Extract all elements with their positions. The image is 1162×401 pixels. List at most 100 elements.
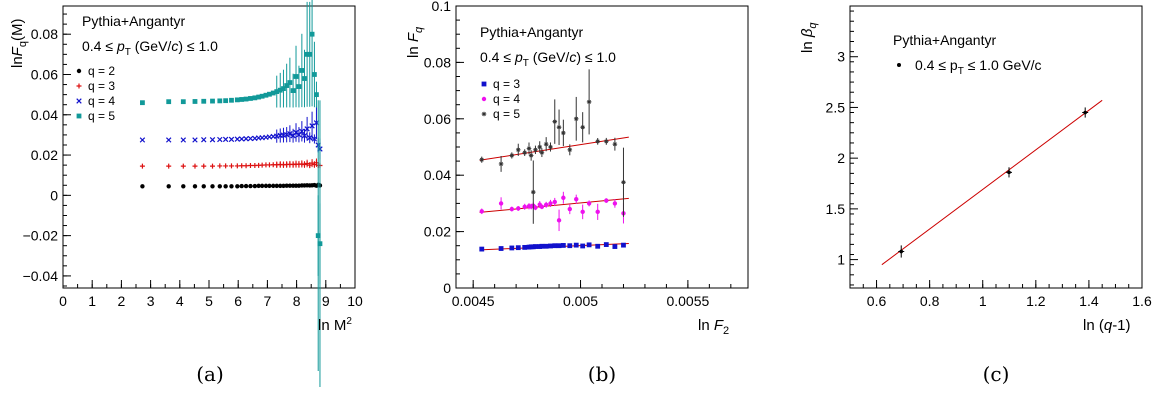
- panel-c-legend-label: 0.4 ≤ pT ≤ 1.0 GeV/c: [915, 57, 1042, 77]
- data-point: [252, 183, 258, 189]
- data-point: [522, 244, 528, 250]
- data-point: [543, 202, 549, 208]
- data-point: [595, 139, 601, 144]
- data-point: [180, 137, 187, 143]
- data-point: [539, 243, 545, 249]
- data-point: [317, 241, 323, 247]
- data-point: [210, 184, 215, 189]
- data-point: [217, 163, 223, 169]
- data-point: [222, 136, 229, 143]
- x-tick-label: 7: [264, 293, 272, 309]
- panel-b: 0.0045 0.005 0.0055 0 0.02 0.04 0.06 0.08 0.1 Py…: [405, 0, 749, 337]
- y-tick-label: 1: [837, 252, 845, 268]
- data-point: [603, 139, 609, 144]
- data-point: [270, 90, 276, 96]
- data-point: [533, 244, 538, 249]
- data-point: [1007, 170, 1011, 175]
- panel-c-x-axis-title: ln (q-1): [1083, 317, 1131, 334]
- data-point: [556, 218, 562, 223]
- data-point: [479, 209, 484, 214]
- data-point: [307, 135, 313, 141]
- legend-label: q = 5: [493, 107, 520, 121]
- data-point: [166, 163, 172, 169]
- panel-a-axes: 0 1 2 3 4 5 6 7 8 9 10 −0.04 −0.02 0 0.02 0.04 0.06 0.08: [23, 13, 363, 309]
- legend-label: q = 4: [88, 94, 115, 108]
- y-tick-label: 0.06: [31, 66, 58, 82]
- y-tick-label: 0.08: [31, 26, 58, 42]
- legend-label: q = 5: [88, 109, 115, 123]
- data-point: [509, 153, 515, 158]
- data-point: [209, 137, 216, 143]
- data-point: [533, 147, 538, 153]
- panel-a-annotation-title: Pythia+Angantyr: [82, 13, 185, 29]
- legend-marker: [76, 68, 82, 74]
- data-point: [201, 98, 207, 104]
- x-tick-label: 1.2: [1026, 293, 1046, 309]
- data-point: [243, 136, 249, 142]
- panel-b-markers: [479, 69, 626, 252]
- data-point: [561, 130, 566, 136]
- panel-b-x-axis-title: ln F2: [698, 317, 729, 337]
- x-tick-label: 1: [979, 293, 987, 309]
- data-point: [586, 242, 592, 248]
- data-point: [281, 183, 286, 189]
- y-tick-label: 2: [837, 150, 845, 166]
- data-point: [201, 163, 207, 169]
- x-tick-label: 10: [347, 293, 363, 309]
- caption-b: (b): [587, 362, 617, 386]
- caption-c: (c): [982, 362, 1010, 386]
- y-tick-label: 0: [443, 280, 451, 296]
- y-tick-label: 0.02: [424, 224, 451, 240]
- y-tick-label: 0: [50, 187, 58, 203]
- data-point: [239, 97, 245, 102]
- data-point: [277, 87, 283, 93]
- panel-a-markers: [139, 0, 323, 387]
- data-point: [166, 184, 171, 189]
- x-tick-label: 0.005: [563, 293, 598, 309]
- data-point: [603, 242, 609, 247]
- data-point: [281, 86, 286, 91]
- y-tick-label: 0.04: [31, 107, 58, 123]
- x-tick-label: 3: [147, 293, 155, 309]
- x-tick-label: 4: [176, 293, 184, 309]
- data-point: [580, 209, 585, 215]
- legend-marker: [76, 83, 82, 89]
- data-point: [192, 137, 198, 143]
- data-point: [556, 124, 562, 130]
- data-point: [556, 243, 562, 249]
- data-point: [612, 201, 618, 206]
- data-point: [539, 204, 545, 209]
- data-point: [1083, 110, 1087, 115]
- data-point: [248, 96, 253, 101]
- legend-marker: [481, 111, 487, 117]
- data-point: [515, 245, 521, 251]
- panel-b-axes: 0.0045 0.005 0.0055 0 0.02 0.04 0.06 0.08 0.1: [424, 0, 732, 309]
- panel-a-legend: q = 2q = 3q = 4q = 5: [76, 64, 115, 123]
- data-point: [256, 183, 261, 189]
- data-point: [899, 249, 904, 254]
- data-point: [259, 93, 265, 99]
- panel-a-annotation-pt: 0.4 ≤ pT (GeV/c) ≤ 1.0: [82, 38, 218, 58]
- data-point: [498, 246, 504, 251]
- data-point: [552, 199, 557, 205]
- data-point: [243, 163, 249, 169]
- data-point: [307, 51, 313, 57]
- legend-label: q = 3: [88, 79, 115, 93]
- panel-b-annotation-pt: 0.4 ≤ pT (GeV/c) ≤ 1.0: [480, 49, 616, 69]
- panel-b-y-axis-title: ln Fq: [405, 26, 425, 58]
- data-point: [543, 141, 549, 147]
- x-tick-label: 6: [234, 293, 242, 309]
- data-point: [301, 132, 308, 139]
- legend-marker: [76, 113, 82, 119]
- data-point: [239, 183, 244, 189]
- data-point: [139, 163, 145, 169]
- data-point: [234, 136, 241, 142]
- data-point: [573, 116, 579, 122]
- data-point: [283, 131, 290, 138]
- data-point: [552, 243, 558, 249]
- data-point: [526, 146, 532, 151]
- panel-c-annotation-title: Pythia+Angantyr: [893, 32, 996, 48]
- data-point: [243, 183, 249, 189]
- data-point: [567, 243, 573, 249]
- data-point: [530, 189, 536, 195]
